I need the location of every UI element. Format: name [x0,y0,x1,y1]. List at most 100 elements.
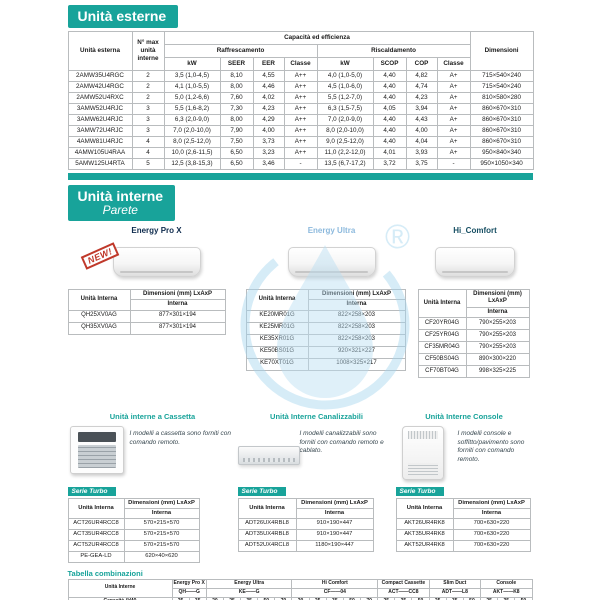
col-header-indoor-unit: Unità Interna [395,497,454,519]
table-cell: CF20YR04G [417,316,467,330]
table-cell: 860×670×310 [469,136,534,148]
col-header-dims: Dimensioni (mm) LxAxP [465,289,530,308]
table-cell: 3,93 [405,147,438,159]
table-cell: AKT35UR4RK8 [395,528,454,541]
table-cell: 4,00 [252,125,285,137]
combo-group-code: CF——04 [291,587,379,598]
combo-group-name: Energy Pro X [171,578,207,589]
energy-ultra-table: Unità Interna Dimensioni (mm) LxAxP Inte… [245,289,406,371]
table-cell: A++ [283,81,318,93]
table-cell: 10,0 (2,6-11,5) [163,147,221,159]
table-row: 3AMW72U4RJC 3 7,0 (2,0-10,0) 7,90 4,00 A++ 8,0… [67,125,534,137]
table-row: CF20YR04G 790×255×203 [417,316,530,330]
table-cell: 4,1 (1,0-5,5) [163,81,221,93]
table-cell: A++ [283,92,318,104]
table-cell: 4,5 (1,0-6,0) [316,81,374,93]
table-cell: 7,0 (2,0-10,0) [163,125,221,137]
indoor-title-text: Unità interne [77,188,164,204]
table-cell: 950×840×340 [469,147,534,159]
table-cell: 8,10 [219,70,254,82]
table-cell: 2 [131,81,165,93]
col-header-class-heating: Classe [436,57,471,71]
col-header-capacity-efficiency: Capacità ed efficienza [163,31,471,45]
table-row: 3AMW62U4RJC 3 6,3 (2,0-9,0) 8,00 4,29 A++ 7,0 … [67,114,534,126]
table-cell: ACT52UR4RCC8 [67,539,125,552]
table-cell: 4,29 [252,114,285,126]
product-energy-ultra: Energy Ultra Unità Interna Dimensioni (m… [245,226,418,378]
table-cell: 790×255×203 [465,340,530,354]
table-cell: 7,60 [219,92,254,104]
table-cell: 1008×325×217 [307,357,406,371]
col-header-heating: Riscaldamento [316,44,471,58]
cassette-table: Unità Interna Dimensioni (mm) LxAxP Inte… [67,497,200,563]
table-cell: 2AMW42U4RGC [67,81,133,93]
table-cell: ACT35UR4RCC8 [67,528,125,541]
product-name: Energy Pro X [131,226,182,236]
table-cell: 4,55 [252,70,285,82]
table-cell: A+ [436,136,471,148]
col-header-interna: Interna [295,507,374,519]
table-cell: A+ [436,114,471,126]
table-cell: 910×190×447 [295,517,374,530]
table-cell: A++ [283,114,318,126]
table-cell: 3,75 [405,158,438,170]
table-cell: - [436,158,471,170]
table-cell: 4,40 [372,114,407,126]
table-row: QH25XV0AG 877×301×194 [67,309,226,323]
duct-title: Unità Interne Canalizzabili [270,411,363,421]
col-header-cooling: Raffrescamento [163,44,318,58]
table-cell: 950×1050×340 [469,158,534,170]
table-row: CF35MR04G 790×255×203 [417,340,530,354]
serie-turbo-label: Serie Turbo [237,486,286,496]
table-cell: 4 [131,147,165,159]
col-header-seer: SEER [219,57,254,71]
console-image-area [396,424,458,480]
table-cell: 860×670×310 [469,103,534,115]
table-cell: 2AMW52U4RXC [67,92,133,104]
table-cell: 4,40 [372,125,407,137]
table-cell: 910×190×447 [295,528,374,541]
console-unit-image [401,425,444,480]
table-cell: 7,90 [219,125,254,137]
combo-group-name: Slim Duct [428,578,482,589]
table-cell: KE50BS01G [245,345,309,359]
table-cell: 5,0 (1,2-6,6) [163,92,221,104]
table-cell: 3AMW72U4RJC [67,125,133,137]
table-cell: A+ [436,147,471,159]
table-cell: 6,3 (1,5-7,5) [316,103,374,115]
table-row: KE70XT01G 1008×325×217 [245,357,406,371]
table-cell: - [283,158,318,170]
table-cell: 4,43 [405,114,438,126]
table-cell: CF25YR04G [417,328,467,342]
combo-group-name: Hi Comfort [291,578,379,589]
table-row: CF70BT04G 998×325×225 [417,364,530,378]
table-cell: 570×215×570 [123,517,200,530]
table-row: PE-GEA-LD 620×40×620 [67,550,200,563]
wall-unit-image [435,247,515,278]
table-cell: 3,46 [252,158,285,170]
energy-pro-x-table: Unità Interna Dimensioni (mm) LxAxP Inte… [67,289,226,335]
col-header-dimensions: Dimensioni [469,31,534,71]
mid-products-row: Unità interne a Cassetta I modelli a cas… [67,411,533,563]
table-cell: A+ [436,81,471,93]
table-cell: 790×255×203 [465,316,530,330]
combo-group-name: Energy Ultra [205,578,293,589]
table-cell: 2 [131,70,165,82]
table-cell: 4,04 [405,136,438,148]
table-cell: 920×321×227 [307,345,406,359]
indoor-subtitle-parete: Parete [102,203,138,217]
wall-unit-image [112,247,201,278]
wall-unit-image-area [418,237,533,289]
table-row: CF25YR04G 790×255×203 [417,328,530,342]
table-row: ADT26UX4RBL8 910×190×447 [237,517,374,530]
table-cell: 790×255×203 [465,328,530,342]
table-cell: ACT26UR4RCC8 [67,517,125,530]
col-header-max-indoor: N° max unità interne [131,31,165,71]
table-cell: 2AMW35U4RGC [67,70,133,82]
combo-group-code: AKT——K8 [480,587,533,598]
duct-unit-image [237,445,300,465]
duct-table: Unità Interna Dimensioni (mm) LxAxP Inte… [237,497,374,552]
table-cell: 3 [131,114,165,126]
table-cell: A++ [283,103,318,115]
table-cell: KE70XT01G [245,357,309,371]
